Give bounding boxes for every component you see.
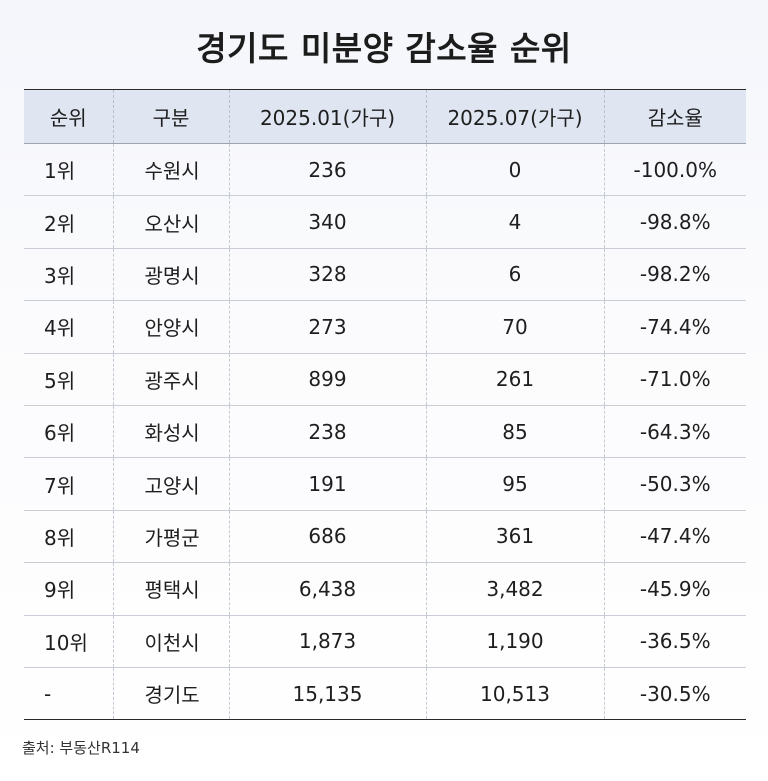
cell-2025-01: 1,873	[229, 615, 427, 668]
cell-2025-07: 361	[426, 510, 605, 564]
cell-rank: 6위	[24, 405, 114, 459]
cell-rank: 2위	[24, 195, 114, 249]
table-row: 1위 수원시 236 0 -100.0%	[24, 143, 746, 197]
table-body: 1위 수원시 236 0 -100.0% 2위 오산시 340 4 -98.8% 3위 광명시 328 6…	[24, 143, 746, 721]
cell-2025-01: 6,438	[229, 562, 427, 616]
cell-region: 화성시	[113, 405, 230, 459]
cell-2025-07: 10,513	[426, 667, 605, 721]
cell-2025-01: 899	[229, 353, 427, 406]
cell-region: 오산시	[113, 195, 230, 249]
cell-decrease-rate: -98.8%	[604, 195, 746, 249]
cell-region: 광명시	[113, 248, 230, 302]
cell-decrease-rate: -98.2%	[604, 248, 746, 302]
cell-decrease-rate: -45.9%	[604, 562, 746, 616]
cell-rank: 9위	[24, 562, 114, 616]
ranking-table: 순위 구분 2025.01(가구) 2025.07(가구) 감소율 1위 수원시 2…	[24, 89, 746, 721]
cell-2025-01: 686	[229, 510, 427, 564]
cell-rank: 10위	[24, 615, 114, 668]
header-rank: 순위	[24, 89, 114, 144]
table-row: - 경기도 15,135 10,513 -30.5%	[24, 667, 746, 721]
cell-decrease-rate: -74.4%	[604, 300, 746, 354]
cell-2025-01: 238	[229, 405, 427, 459]
cell-2025-07: 85	[426, 405, 605, 459]
cell-2025-01: 328	[229, 248, 427, 302]
cell-region: 수원시	[113, 143, 230, 197]
cell-2025-01: 236	[229, 143, 427, 197]
header-2025-01: 2025.01(가구)	[229, 89, 427, 144]
cell-decrease-rate: -50.3%	[604, 457, 746, 511]
cell-2025-07: 1,190	[426, 615, 605, 668]
cell-rank: 1위	[24, 143, 114, 197]
cell-decrease-rate: -30.5%	[604, 667, 746, 721]
cell-rank: 4위	[24, 300, 114, 354]
source-note: 출처: 부동산R114	[22, 739, 140, 757]
cell-decrease-rate: -47.4%	[604, 510, 746, 564]
cell-2025-07: 70	[426, 300, 605, 354]
cell-rank: 8위	[24, 510, 114, 564]
table-row: 8위 가평군 686 361 -47.4%	[24, 510, 746, 564]
cell-2025-01: 15,135	[229, 667, 427, 721]
cell-rank: 7위	[24, 457, 114, 511]
table-row: 3위 광명시 328 6 -98.2%	[24, 248, 746, 302]
cell-region: 안양시	[113, 300, 230, 354]
cell-rank: -	[24, 667, 114, 721]
cell-rank: 5위	[24, 353, 114, 406]
header-2025-07: 2025.07(가구)	[426, 89, 605, 144]
cell-region: 가평군	[113, 510, 230, 564]
cell-region: 고양시	[113, 457, 230, 511]
cell-2025-01: 340	[229, 195, 427, 249]
page-title: 경기도 미분양 감소율 순위	[196, 29, 572, 68]
header-decrease-rate: 감소율	[604, 89, 746, 144]
cell-decrease-rate: -100.0%	[604, 143, 746, 197]
table-row: 9위 평택시 6,438 3,482 -45.9%	[24, 562, 746, 616]
table-row: 10위 이천시 1,873 1,190 -36.5%	[24, 615, 746, 668]
table-row: 6위 화성시 238 85 -64.3%	[24, 405, 746, 459]
cell-decrease-rate: -64.3%	[604, 405, 746, 459]
table-row: 7위 고양시 191 95 -50.3%	[24, 457, 746, 511]
cell-2025-07: 95	[426, 457, 605, 511]
cell-decrease-rate: -71.0%	[604, 353, 746, 406]
table-row: 5위 광주시 899 261 -71.0%	[24, 353, 746, 406]
cell-region: 광주시	[113, 353, 230, 406]
cell-region: 평택시	[113, 562, 230, 616]
cell-2025-01: 191	[229, 457, 427, 511]
cell-2025-07: 261	[426, 353, 605, 406]
cell-region: 경기도	[113, 667, 230, 721]
table-row: 2위 오산시 340 4 -98.8%	[24, 195, 746, 249]
cell-2025-07: 4	[426, 195, 605, 249]
cell-rank: 3위	[24, 248, 114, 302]
cell-2025-01: 273	[229, 300, 427, 354]
table-row: 4위 안양시 273 70 -74.4%	[24, 300, 746, 354]
cell-2025-07: 0	[426, 143, 605, 197]
header-region: 구분	[113, 89, 230, 144]
cell-2025-07: 3,482	[426, 562, 605, 616]
cell-decrease-rate: -36.5%	[604, 615, 746, 668]
table-header-row: 순위 구분 2025.01(가구) 2025.07(가구) 감소율	[24, 89, 746, 144]
cell-region: 이천시	[113, 615, 230, 668]
cell-2025-07: 6	[426, 248, 605, 302]
